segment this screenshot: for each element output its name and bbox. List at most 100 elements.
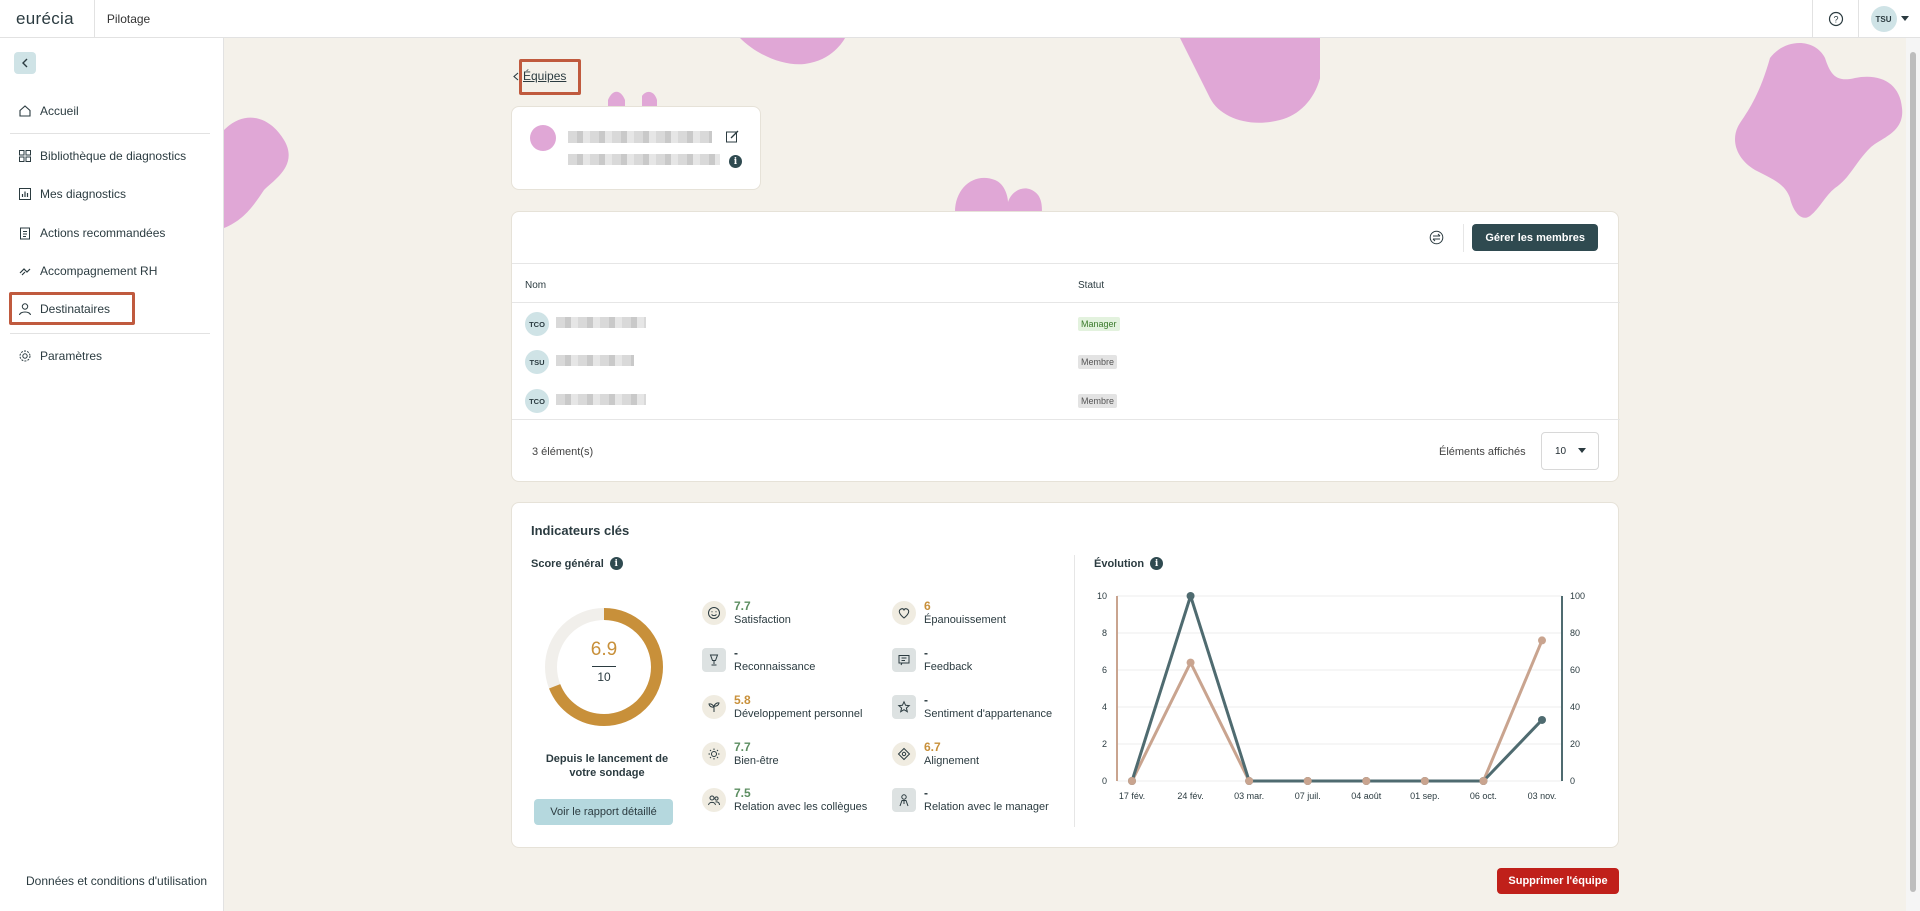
star-icon bbox=[892, 695, 916, 719]
evolution-title: Évolution bbox=[1094, 557, 1145, 570]
indicator-d-veloppement-personnel: 5.8 Développement personnel bbox=[702, 693, 882, 733]
highlight-destinataires bbox=[9, 292, 135, 325]
terms-link[interactable]: Données et conditions d'utilisation bbox=[26, 874, 208, 888]
sun-icon bbox=[702, 742, 726, 766]
indicator-value: 7.5 bbox=[734, 786, 751, 800]
collapse-sidebar-button[interactable] bbox=[14, 52, 36, 74]
edit-icon[interactable] bbox=[725, 129, 740, 144]
manage-members-button[interactable]: Gérer les membres bbox=[1472, 224, 1598, 251]
breadcrumb-equipes-link[interactable]: Équipes bbox=[523, 69, 567, 83]
y-right-tick-label: 40 bbox=[1570, 702, 1580, 712]
sidebar-item-label: Paramètres bbox=[40, 349, 103, 363]
column-header-status[interactable]: Statut bbox=[1078, 280, 1105, 291]
toolbar-divider bbox=[1463, 224, 1464, 252]
detailed-report-button[interactable]: Voir le rapport détaillé bbox=[534, 799, 673, 825]
team-avatar bbox=[530, 125, 556, 151]
info-icon[interactable]: i bbox=[609, 557, 623, 570]
indicator-label: Satisfaction bbox=[734, 614, 791, 626]
indicator-label: Développement personnel bbox=[734, 708, 863, 720]
member-name-redacted bbox=[556, 355, 634, 366]
y-left-tick-label: 4 bbox=[1102, 702, 1107, 712]
breadcrumb: Équipes bbox=[513, 69, 566, 83]
indicator-value: 6.7 bbox=[924, 740, 941, 754]
user-icon bbox=[18, 302, 32, 316]
sidebar-item-label: Mes diagnostics bbox=[40, 187, 127, 201]
indicator-value: 7.7 bbox=[734, 599, 751, 613]
y-left-tick-label: 2 bbox=[1102, 739, 1107, 749]
column-header-name[interactable]: Nom bbox=[525, 280, 547, 291]
per-page-label: Éléments affichés bbox=[1439, 446, 1526, 458]
sidebar-item-parametres[interactable]: Paramètres bbox=[18, 349, 102, 363]
sidebar-item-destinataires[interactable]: Destinataires bbox=[18, 302, 110, 316]
sprout-icon bbox=[702, 695, 726, 719]
help-icon: ? bbox=[1828, 11, 1843, 27]
score-value: 6.9 bbox=[590, 639, 618, 660]
sidebar-item-mes-diagnostics[interactable]: Mes diagnostics bbox=[18, 187, 126, 201]
filter-button[interactable] bbox=[1426, 227, 1446, 247]
sidebar-divider bbox=[10, 133, 210, 134]
scrollbar-thumb[interactable] bbox=[1910, 52, 1916, 892]
data-point bbox=[1362, 777, 1371, 785]
member-name-redacted bbox=[556, 317, 646, 328]
indicator--panouissement: 6 Épanouissement bbox=[892, 599, 1072, 639]
table-row[interactable]: TCO Manager bbox=[512, 304, 1620, 342]
heart-icon bbox=[892, 601, 916, 625]
info-icon[interactable]: i bbox=[1150, 557, 1164, 570]
app-name: Pilotage bbox=[106, 11, 151, 26]
page-scrollbar[interactable] bbox=[1906, 38, 1920, 911]
table-row[interactable]: TCO Membre bbox=[512, 381, 1620, 419]
x-tick-label: 03 mar. bbox=[1234, 791, 1264, 801]
y-right-tick-label: 20 bbox=[1570, 739, 1580, 749]
user-avatar: TSU bbox=[1870, 6, 1897, 32]
message-icon bbox=[892, 648, 916, 672]
sidebar: Accueil Bibliothèque de diagnostics Mes … bbox=[0, 38, 224, 911]
indicator-label: Relation avec le manager bbox=[924, 801, 1049, 813]
table-divider bbox=[512, 302, 1620, 303]
data-point bbox=[1245, 777, 1254, 785]
grid-icon bbox=[18, 149, 32, 163]
per-page-select[interactable]: 10 bbox=[1541, 432, 1599, 470]
info-icon[interactable]: i bbox=[729, 155, 742, 168]
data-point bbox=[1186, 592, 1195, 600]
smile-icon bbox=[702, 601, 726, 625]
member-avatar: TCO bbox=[525, 312, 549, 336]
sidebar-item-actions[interactable]: Actions recommandées bbox=[18, 226, 165, 240]
sidebar-item-bibliotheque[interactable]: Bibliothèque de diagnostics bbox=[18, 149, 186, 163]
indicator-value: 7.7 bbox=[734, 740, 751, 754]
sidebar-item-accueil[interactable]: Accueil bbox=[18, 104, 79, 118]
data-point bbox=[1538, 636, 1546, 645]
sidebar-item-accompagnement[interactable]: Accompagnement RH bbox=[18, 264, 157, 278]
data-point bbox=[1186, 658, 1195, 667]
highlight-equipes bbox=[519, 59, 581, 95]
chevron-down-icon bbox=[1578, 448, 1587, 453]
indicator-label: Reconnaissance bbox=[734, 661, 816, 673]
gear-icon bbox=[18, 349, 32, 363]
indicator-label: Relation avec les collègues bbox=[734, 801, 868, 813]
y-left-tick-label: 0 bbox=[1102, 776, 1107, 786]
delete-team-button[interactable]: Supprimer l'équipe bbox=[1497, 868, 1619, 894]
indicator-label: Feedback bbox=[924, 661, 973, 673]
members-card: Gérer les membres Nom Statut TCO Manager… bbox=[511, 211, 1620, 482]
x-tick-label: 01 sep. bbox=[1410, 791, 1440, 801]
indicator-value: 5.8 bbox=[734, 693, 751, 707]
indicator-bien-tre: 7.7 Bien-être bbox=[702, 740, 882, 780]
logo[interactable]: eurécia bbox=[16, 8, 74, 28]
status-badge: Membre bbox=[1078, 355, 1118, 369]
x-tick-label: 17 fév. bbox=[1119, 791, 1145, 801]
score-donut: 6.9 10 bbox=[542, 605, 666, 729]
team-name-redacted bbox=[568, 131, 712, 143]
y-right-tick-label: 80 bbox=[1570, 628, 1580, 638]
indicator-label: Épanouissement bbox=[924, 614, 1006, 626]
decor-blob-bottom bbox=[955, 177, 1042, 212]
score-since-text: Depuis le lancement de votre sondage bbox=[545, 753, 669, 779]
bar-chart-icon bbox=[18, 187, 32, 201]
kpi-title: Indicateurs clés bbox=[531, 523, 630, 538]
help-button[interactable]: ? bbox=[1812, 0, 1858, 38]
indicator-feedback: - Feedback bbox=[892, 646, 1072, 686]
y-right-tick-label: 0 bbox=[1570, 776, 1575, 786]
status-badge: Membre bbox=[1078, 394, 1118, 408]
table-row[interactable]: TSU Membre bbox=[512, 342, 1620, 380]
indicator-value: - bbox=[924, 646, 928, 660]
svg-text:?: ? bbox=[1833, 15, 1838, 25]
user-menu[interactable]: TSU bbox=[1858, 0, 1920, 38]
